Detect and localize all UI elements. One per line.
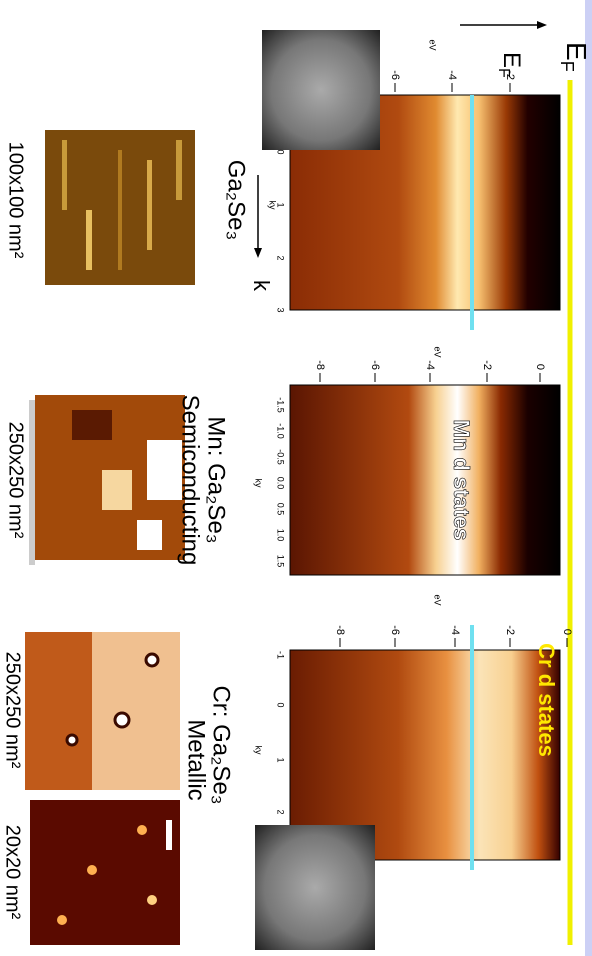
energy-tick-label: -4	[424, 360, 436, 370]
energy-tick-label: -4	[446, 70, 458, 80]
k-tick-label: -1.5	[276, 397, 286, 413]
panel-title: Cr: Ga₂Se₃	[208, 685, 235, 804]
stm-image	[25, 632, 180, 790]
panel-property: Metallic	[183, 719, 210, 800]
k-tick-label: 0	[276, 702, 286, 707]
axis-label: ky	[254, 479, 264, 489]
k-tick-label: 3	[276, 307, 286, 312]
edge-strip	[585, 0, 592, 956]
image-caption: 250x250 nm²	[5, 422, 27, 539]
k-tick-label: -1	[276, 651, 286, 659]
k-tick-label: 0.0	[276, 477, 286, 490]
panel-title: Mn: Ga₂Se₃	[203, 416, 230, 543]
energy-tick-label: -4	[449, 625, 461, 635]
axis-label: ky	[268, 201, 278, 211]
panel-property: Semiconducting	[177, 395, 204, 566]
k-tick-label: -1.0	[276, 423, 286, 439]
energy-tick-label: -2	[481, 360, 493, 370]
arpes-map	[290, 385, 560, 575]
inset-image	[255, 825, 375, 950]
axis-label: eV	[428, 39, 438, 50]
k-tick-label: 1.0	[276, 529, 286, 542]
stm-image	[30, 800, 180, 945]
rotated-figure: EF EF Ga₂Se₃ k Mn: Ga₂Se₃ Semiconducting…	[2, 0, 592, 956]
stm-image	[45, 130, 195, 285]
inset-image	[262, 30, 380, 150]
axis-label: eV	[433, 346, 443, 357]
k-tick-label: 2	[276, 809, 286, 814]
k-tick-label: 0.5	[276, 503, 286, 516]
arrow-head	[537, 21, 547, 29]
energy-tick-label: -8	[334, 625, 346, 635]
k-tick-label: 2	[276, 255, 286, 260]
image-caption: 100x100 nm²	[5, 142, 27, 259]
energy-tick-label: -6	[389, 70, 401, 80]
image-caption: 250x250 nm²	[2, 652, 24, 769]
k-tick-label: -0.5	[276, 449, 286, 465]
figure: EF EF Ga₂Se₃ k Mn: Ga₂Se₃ Semiconducting…	[0, 0, 592, 956]
k-tick-label: 1.5	[276, 555, 286, 568]
energy-tick-label: -8	[314, 360, 326, 370]
states-label: Mn d states	[449, 419, 474, 540]
axis-label: ky	[254, 746, 264, 756]
energy-tick-label: 0	[561, 629, 573, 635]
energy-tick-label: -2	[504, 625, 516, 635]
arrow-head	[254, 248, 262, 258]
image-caption: 20x20 nm²	[2, 825, 24, 920]
states-label: Cr d states	[534, 643, 559, 757]
panel-title: Ga₂Se₃	[223, 160, 250, 240]
k-tick-label: 0	[276, 149, 286, 154]
axis-label: eV	[433, 594, 443, 605]
k-label: k	[249, 280, 274, 292]
energy-tick-label: 0	[534, 364, 546, 370]
energy-tick-label: -6	[389, 625, 401, 635]
k-tick-label: 1	[276, 757, 286, 762]
energy-tick-label: -2	[504, 70, 516, 80]
stm-image	[29, 395, 185, 565]
energy-tick-label: -6	[369, 360, 381, 370]
